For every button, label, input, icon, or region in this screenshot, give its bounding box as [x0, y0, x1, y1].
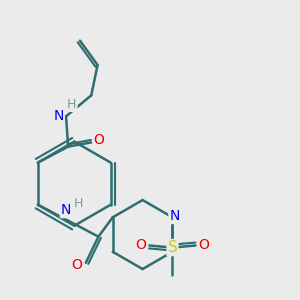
Text: H: H [74, 197, 83, 210]
Text: N: N [53, 109, 64, 122]
Text: O: O [71, 258, 82, 272]
Text: N: N [61, 203, 71, 217]
Text: N: N [169, 209, 180, 223]
Text: O: O [93, 133, 104, 147]
Text: S: S [168, 240, 177, 255]
Text: O: O [136, 238, 146, 253]
Text: O: O [199, 238, 209, 253]
Text: H: H [67, 98, 76, 111]
